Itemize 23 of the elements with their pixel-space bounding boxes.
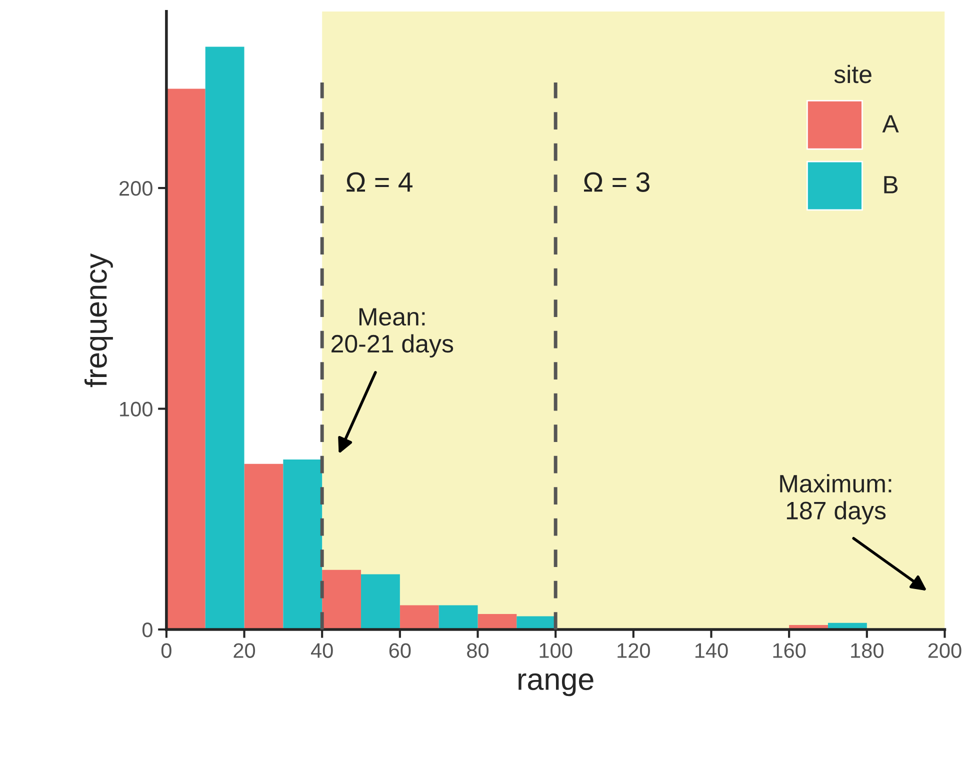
legend-title: site — [834, 64, 872, 84]
x-tick-label: 160 — [773, 643, 806, 658]
x-tick-label: 120 — [618, 643, 650, 658]
x-tick-label: 40 — [310, 643, 333, 658]
x-tick-label: 140 — [695, 643, 728, 658]
y-tick-label: 0 — [142, 622, 152, 638]
x-tick-label: 200 — [928, 643, 962, 658]
y-tick-label: 100 — [120, 402, 152, 417]
x-tick-label: 0 — [161, 643, 172, 658]
x-tick-label: 60 — [389, 643, 411, 658]
legend-label: B — [884, 176, 898, 194]
x-tick-label: 180 — [851, 643, 884, 658]
annotation: Mean: 20-21 days — [332, 308, 454, 358]
x-axis-title: range — [518, 673, 594, 696]
annotation: Ω = 4 — [346, 172, 412, 192]
x-tick-label: 20 — [234, 643, 256, 658]
y-axis-title: frequency — [84, 253, 113, 388]
x-tick-label: 100 — [540, 643, 572, 658]
annotation: Maximum: 187 days — [780, 474, 892, 524]
y-tick-label: 200 — [120, 181, 152, 196]
x-tick-label: 80 — [467, 643, 489, 658]
annotation: Ω = 3 — [584, 172, 650, 192]
legend-label: A — [882, 115, 899, 132]
